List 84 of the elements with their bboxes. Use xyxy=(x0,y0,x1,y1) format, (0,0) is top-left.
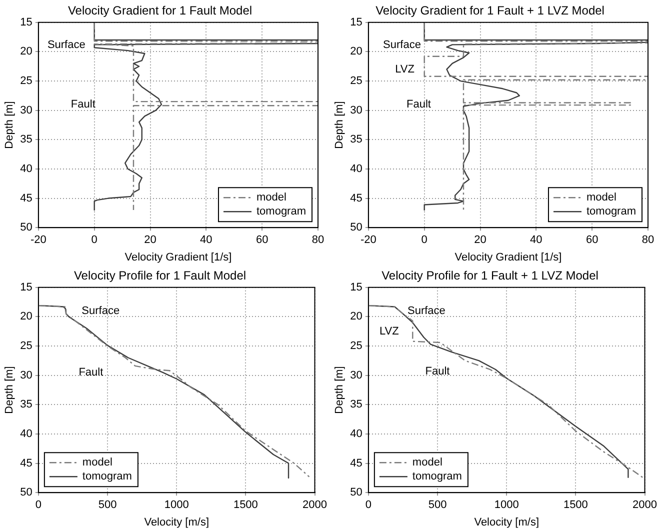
x-tick-label: 80 xyxy=(312,234,324,246)
y-tick-label: 25 xyxy=(350,75,362,88)
x-axis-title: Velocity Gradient [1/s] xyxy=(454,251,562,264)
x-tick-label: 0 xyxy=(421,234,428,246)
y-axis-title: Depth [m] xyxy=(334,101,346,149)
x-axis-title: Velocity Gradient [1/s] xyxy=(124,251,232,264)
x-tick-label: 40 xyxy=(530,234,542,246)
y-tick-label: 35 xyxy=(350,398,362,411)
x-tick-label: 500 xyxy=(428,499,447,512)
x-axis-title: Velocity [m/s] xyxy=(144,516,209,528)
annotation: Fault xyxy=(406,98,431,111)
annotation: Surface xyxy=(82,304,120,317)
y-axis-title: Depth [m] xyxy=(4,101,16,149)
y-axis-title: Depth [m] xyxy=(334,366,346,414)
y-tick-label: 25 xyxy=(350,340,362,352)
annotation: Fault xyxy=(425,365,450,378)
legend-label: tomogram xyxy=(412,470,462,483)
legend-label: model xyxy=(586,192,616,204)
y-tick-label: 50 xyxy=(350,486,362,499)
legend-label: tomogram xyxy=(256,206,306,218)
x-tick-label: 60 xyxy=(256,234,268,246)
legend-label: model xyxy=(256,192,286,204)
x-tick-label: 40 xyxy=(200,234,212,246)
y-tick-label: 25 xyxy=(20,340,32,352)
y-tick-label: 20 xyxy=(350,46,362,58)
x-tick-label: 0 xyxy=(365,499,372,512)
y-tick-label: 20 xyxy=(20,46,32,58)
y-tick-label: 50 xyxy=(20,486,32,499)
y-tick-label: 30 xyxy=(350,369,362,382)
x-tick-label: -20 xyxy=(360,234,376,246)
y-tick-label: 30 xyxy=(20,104,32,116)
chart-title: Velocity Gradient for 1 Fault + 1 LVZ Model xyxy=(376,4,604,18)
y-tick-label: 40 xyxy=(20,163,32,176)
y-tick-label: 45 xyxy=(20,457,32,470)
y-tick-label: 45 xyxy=(350,457,362,470)
annotation: Surface xyxy=(408,304,446,317)
x-tick-label: 60 xyxy=(586,234,598,246)
x-tick-label: 0 xyxy=(91,234,98,246)
x-tick-label: 1500 xyxy=(233,499,258,512)
y-tick-label: 15 xyxy=(350,281,362,294)
y-tick-label: 15 xyxy=(20,281,32,294)
legend-label: tomogram xyxy=(586,206,636,218)
x-tick-label: 500 xyxy=(98,499,117,512)
y-tick-label: 45 xyxy=(20,192,32,204)
x-tick-label: 1000 xyxy=(164,499,189,512)
y-tick-label: 15 xyxy=(350,16,362,28)
chart-title: Velocity Profile for 1 Fault Model xyxy=(74,268,246,283)
x-tick-label: 80 xyxy=(642,234,654,246)
y-axis-title: Depth [m] xyxy=(4,366,16,414)
annotation: LVZ xyxy=(379,325,400,338)
y-tick-label: 40 xyxy=(350,428,362,440)
x-tick-label: -20 xyxy=(30,234,46,246)
x-tick-label: 20 xyxy=(474,234,486,246)
y-tick-label: 35 xyxy=(350,134,362,146)
legend-label: model xyxy=(82,456,112,469)
annotation: Fault xyxy=(70,98,96,111)
y-tick-label: 45 xyxy=(350,192,362,204)
chart-title: Velocity Profile for 1 Fault + 1 LVZ Model xyxy=(382,268,598,283)
y-tick-label: 40 xyxy=(20,428,32,440)
legend-label: tomogram xyxy=(82,470,132,483)
y-tick-label: 30 xyxy=(350,104,362,116)
x-tick-label: 20 xyxy=(144,234,156,246)
annotation: Surface xyxy=(47,38,86,51)
x-tick-label: 2000 xyxy=(632,499,658,512)
y-tick-label: 35 xyxy=(20,398,32,411)
y-tick-label: 50 xyxy=(350,222,362,234)
y-tick-label: 25 xyxy=(20,75,32,88)
x-tick-label: 1500 xyxy=(563,499,588,512)
y-tick-label: 40 xyxy=(350,163,362,176)
y-tick-label: 20 xyxy=(20,310,32,323)
annotation: LVZ xyxy=(395,63,415,76)
y-tick-label: 50 xyxy=(20,222,32,234)
x-axis-title: Velocity [m/s] xyxy=(474,516,539,528)
y-tick-label: 35 xyxy=(20,134,32,146)
x-tick-label: 0 xyxy=(35,499,42,512)
annotation: Surface xyxy=(383,38,421,51)
y-tick-label: 20 xyxy=(350,310,362,323)
legend-label: model xyxy=(412,456,442,469)
y-tick-label: 15 xyxy=(20,16,32,28)
x-tick-label: 2000 xyxy=(302,499,328,512)
x-tick-label: 1000 xyxy=(494,499,519,512)
annotation: Fault xyxy=(78,366,104,378)
chart-title: Velocity Gradient for 1 Fault Model xyxy=(68,4,252,18)
y-tick-label: 30 xyxy=(20,369,32,382)
